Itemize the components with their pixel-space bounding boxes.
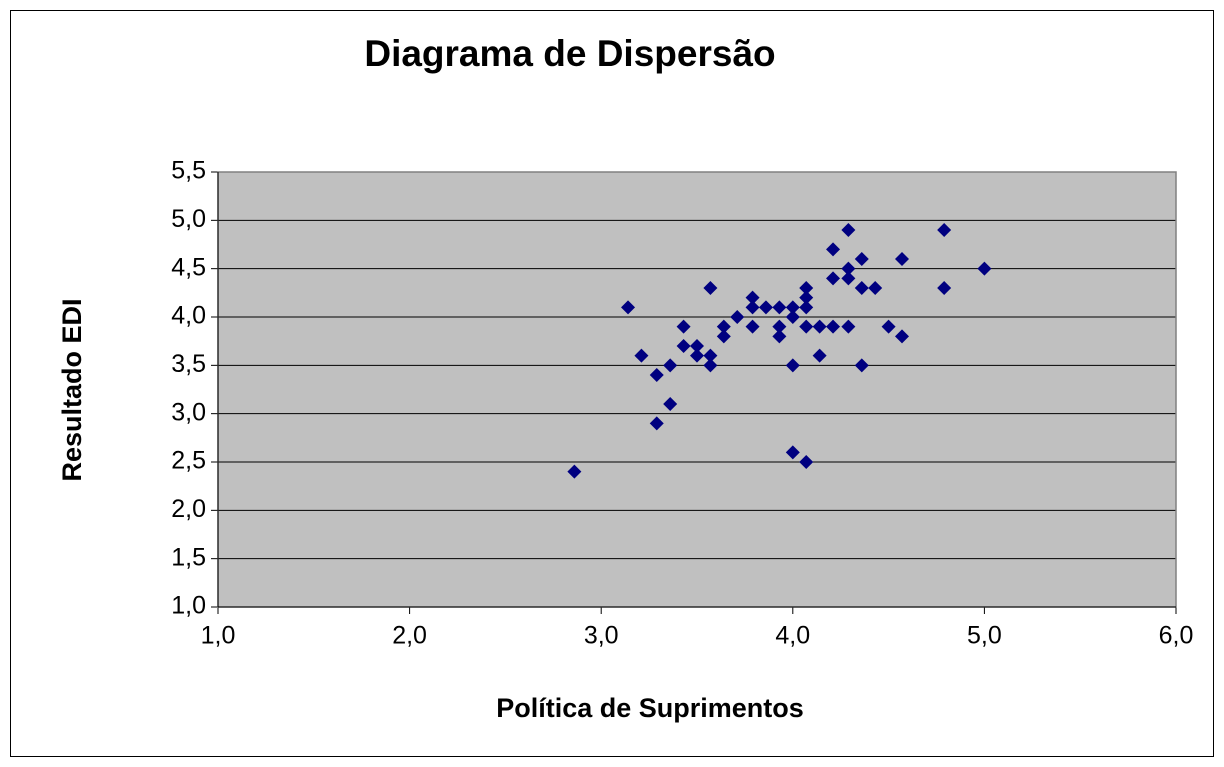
point xyxy=(799,455,814,469)
point xyxy=(716,329,731,344)
y-tick-label: 1,5 xyxy=(171,543,206,571)
point xyxy=(703,358,718,373)
point xyxy=(812,348,827,363)
point xyxy=(841,261,856,276)
point xyxy=(799,300,814,315)
point xyxy=(745,300,760,315)
point xyxy=(826,319,841,334)
point xyxy=(895,252,910,266)
x-tick-label: 5,0 xyxy=(967,622,1002,650)
point xyxy=(703,348,718,363)
point xyxy=(649,416,664,431)
point xyxy=(690,348,704,363)
point xyxy=(716,319,731,334)
x-tick-label: 1,0 xyxy=(201,622,236,650)
point xyxy=(854,252,869,266)
x-tick-label: 4,0 xyxy=(775,622,810,650)
x-tick-label: 6,0 xyxy=(1159,622,1194,650)
point xyxy=(841,271,856,286)
y-tick-label: 2,5 xyxy=(171,447,206,475)
point xyxy=(977,261,992,276)
chart-title: Diagrama de Dispersão xyxy=(364,33,775,74)
point xyxy=(868,281,883,295)
point xyxy=(812,319,827,334)
point xyxy=(745,319,760,334)
point xyxy=(772,329,787,344)
point xyxy=(841,223,856,237)
y-tick-label: 5,5 xyxy=(171,157,206,185)
point xyxy=(785,445,800,460)
y-tick-label: 2,0 xyxy=(171,495,206,523)
point xyxy=(881,319,896,334)
point xyxy=(799,319,814,334)
point xyxy=(730,310,745,324)
y-tick-label: 1,0 xyxy=(171,592,206,620)
point xyxy=(854,358,869,373)
point xyxy=(690,339,704,353)
point xyxy=(772,319,787,334)
point xyxy=(703,281,718,295)
y-tick-label: 4,0 xyxy=(171,302,206,330)
point xyxy=(785,300,800,315)
point xyxy=(621,300,636,315)
point xyxy=(745,290,760,305)
y-tick-label: 3,5 xyxy=(171,350,206,378)
x-axis-title: Política de Suprimentos xyxy=(496,693,804,723)
point xyxy=(772,300,787,315)
point xyxy=(663,397,678,411)
x-tick-label: 3,0 xyxy=(584,622,619,650)
y-tick-label: 4,5 xyxy=(171,253,206,281)
point xyxy=(785,310,800,324)
point xyxy=(676,319,691,334)
point xyxy=(567,464,582,479)
point xyxy=(826,242,841,257)
point xyxy=(785,358,800,373)
point xyxy=(649,368,664,382)
point xyxy=(895,329,910,344)
point xyxy=(799,281,814,295)
point xyxy=(826,271,841,286)
point xyxy=(937,223,952,237)
y-tick-label: 3,0 xyxy=(171,398,206,426)
point xyxy=(937,281,952,295)
point xyxy=(841,319,856,334)
plot-area xyxy=(218,172,1176,607)
point xyxy=(758,300,773,315)
x-tick-label: 2,0 xyxy=(392,622,427,650)
point xyxy=(663,358,678,373)
y-axis-title: Resultado EDI xyxy=(57,298,87,481)
point xyxy=(799,290,814,305)
point xyxy=(676,339,691,353)
point xyxy=(634,348,649,363)
y-tick-label: 5,0 xyxy=(171,205,206,233)
point xyxy=(854,281,869,295)
